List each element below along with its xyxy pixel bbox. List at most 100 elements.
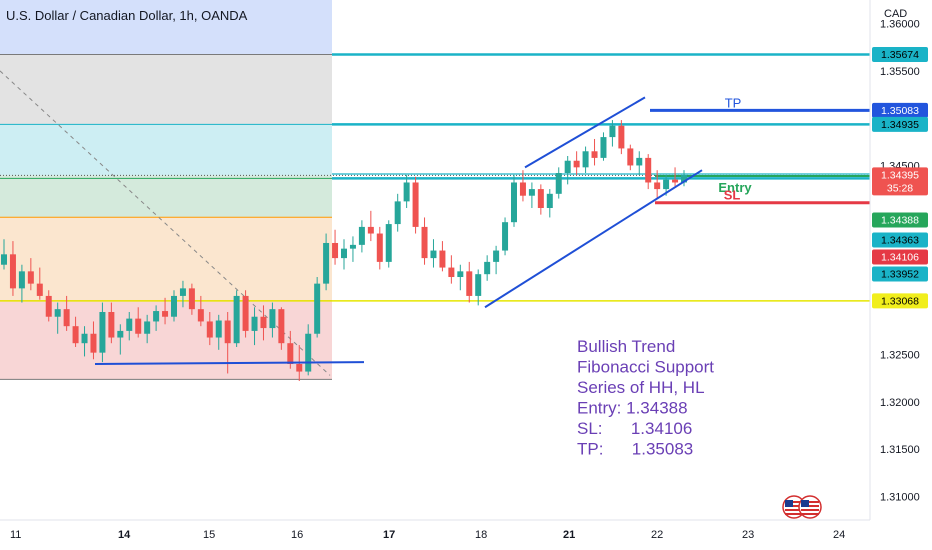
price-tick-label: 1.32500 (880, 350, 920, 362)
candle-body (645, 157, 652, 183)
time-axis-bg (0, 520, 870, 550)
flag-stripe (785, 513, 803, 515)
candle-body (72, 326, 79, 344)
candle-body (555, 173, 562, 194)
candle-body (36, 283, 43, 296)
candle-body (663, 179, 670, 190)
candle-body (260, 316, 267, 329)
candle-body (627, 148, 634, 166)
flag-stripe (801, 513, 819, 515)
candle-body (323, 242, 330, 284)
candle-body (385, 224, 392, 262)
fib-diagonal-line (0, 70, 331, 376)
candle-body (573, 160, 580, 168)
price-label-text: 1.34363 (881, 235, 919, 247)
candle-body (412, 182, 419, 227)
price-label-1-35674 (872, 46, 928, 62)
annotation-line: TP: 1.35083 (577, 440, 693, 459)
candle-body (314, 283, 321, 334)
currency-label: CAD (884, 8, 908, 20)
sl-label: SL (724, 188, 741, 203)
candle-body (349, 244, 356, 249)
price-label-1-33068 (872, 293, 928, 309)
candle-body (528, 189, 535, 196)
candle-body (475, 274, 482, 296)
candle-body (332, 242, 339, 259)
price-label-text: 1.35083 (881, 105, 919, 117)
channel-lower-line (484, 169, 703, 309)
price-label-text: 1.35674 (881, 49, 919, 61)
candle-body (162, 311, 169, 317)
candle-body (206, 321, 213, 338)
candle-body (1, 254, 7, 265)
price-label-1-35083 (872, 102, 928, 118)
candle-body (269, 309, 276, 329)
time-tick-label: 18 (475, 529, 487, 541)
candle-body (305, 333, 312, 372)
price-label-1-34388 (872, 212, 928, 228)
price-tick-label: 1.32000 (880, 397, 920, 409)
candle-body (135, 318, 142, 334)
annotation-line: Entry: 1.34388 (577, 399, 688, 418)
price-label-1-34395 (872, 167, 928, 196)
candle-body (99, 312, 106, 353)
annotation-line: Series of HH, HL (577, 378, 705, 397)
candle-body (591, 151, 598, 158)
price-label-1-33952 (872, 266, 928, 282)
candle-body (457, 271, 464, 278)
candle-body (367, 226, 374, 234)
candle-body (511, 182, 517, 223)
price-label-text: 1.34395 (881, 169, 919, 181)
candle-body (171, 295, 177, 317)
candle-body (144, 321, 151, 334)
candle-body (251, 316, 258, 331)
price-tick-label: 1.31000 (880, 491, 920, 503)
candle-body (654, 182, 661, 190)
candle-body (564, 160, 571, 174)
time-tick-label: 24 (833, 529, 845, 541)
candle-body (484, 261, 491, 275)
candle-body (537, 189, 544, 208)
annotation-line: Bullish Trend (577, 337, 675, 356)
time-tick-label: 22 (651, 529, 663, 541)
candle-body (233, 295, 240, 344)
candle-body (188, 288, 195, 310)
annotation-line: Fibonacci Support (577, 358, 714, 377)
price-label-text: 1.34935 (881, 119, 919, 131)
candle-body (18, 271, 25, 289)
candle-body (90, 333, 97, 353)
candle-body (636, 157, 643, 166)
candle-body (278, 309, 285, 344)
flag-stripe (785, 505, 803, 507)
candle-body (63, 309, 70, 327)
price-label-text: 1.33952 (881, 269, 919, 281)
candle-body (672, 179, 679, 183)
candles (1, 120, 687, 382)
candle-body (430, 250, 437, 259)
flag-stripe (801, 505, 819, 507)
flag-stripe (785, 501, 803, 503)
fib-zone (0, 0, 332, 55)
us-flag-icon (798, 495, 822, 519)
tp-label: TP (725, 95, 742, 110)
flag-canton (801, 500, 809, 507)
fib-zone (0, 217, 332, 301)
candle-body (582, 151, 589, 168)
price-label-1-34363 (872, 232, 928, 248)
flag-stripe (801, 509, 819, 511)
candle-body (81, 333, 88, 344)
candle-body (179, 288, 186, 296)
entry-label: Entry (718, 180, 752, 195)
countdown-label: 35:28 (887, 182, 913, 194)
candle-body (546, 193, 553, 208)
candle-body (519, 182, 526, 196)
candle-body (618, 125, 625, 149)
candle-body (439, 250, 446, 268)
candle-body (117, 330, 124, 338)
fib-zone (0, 175, 332, 179)
candle-body (215, 320, 222, 338)
